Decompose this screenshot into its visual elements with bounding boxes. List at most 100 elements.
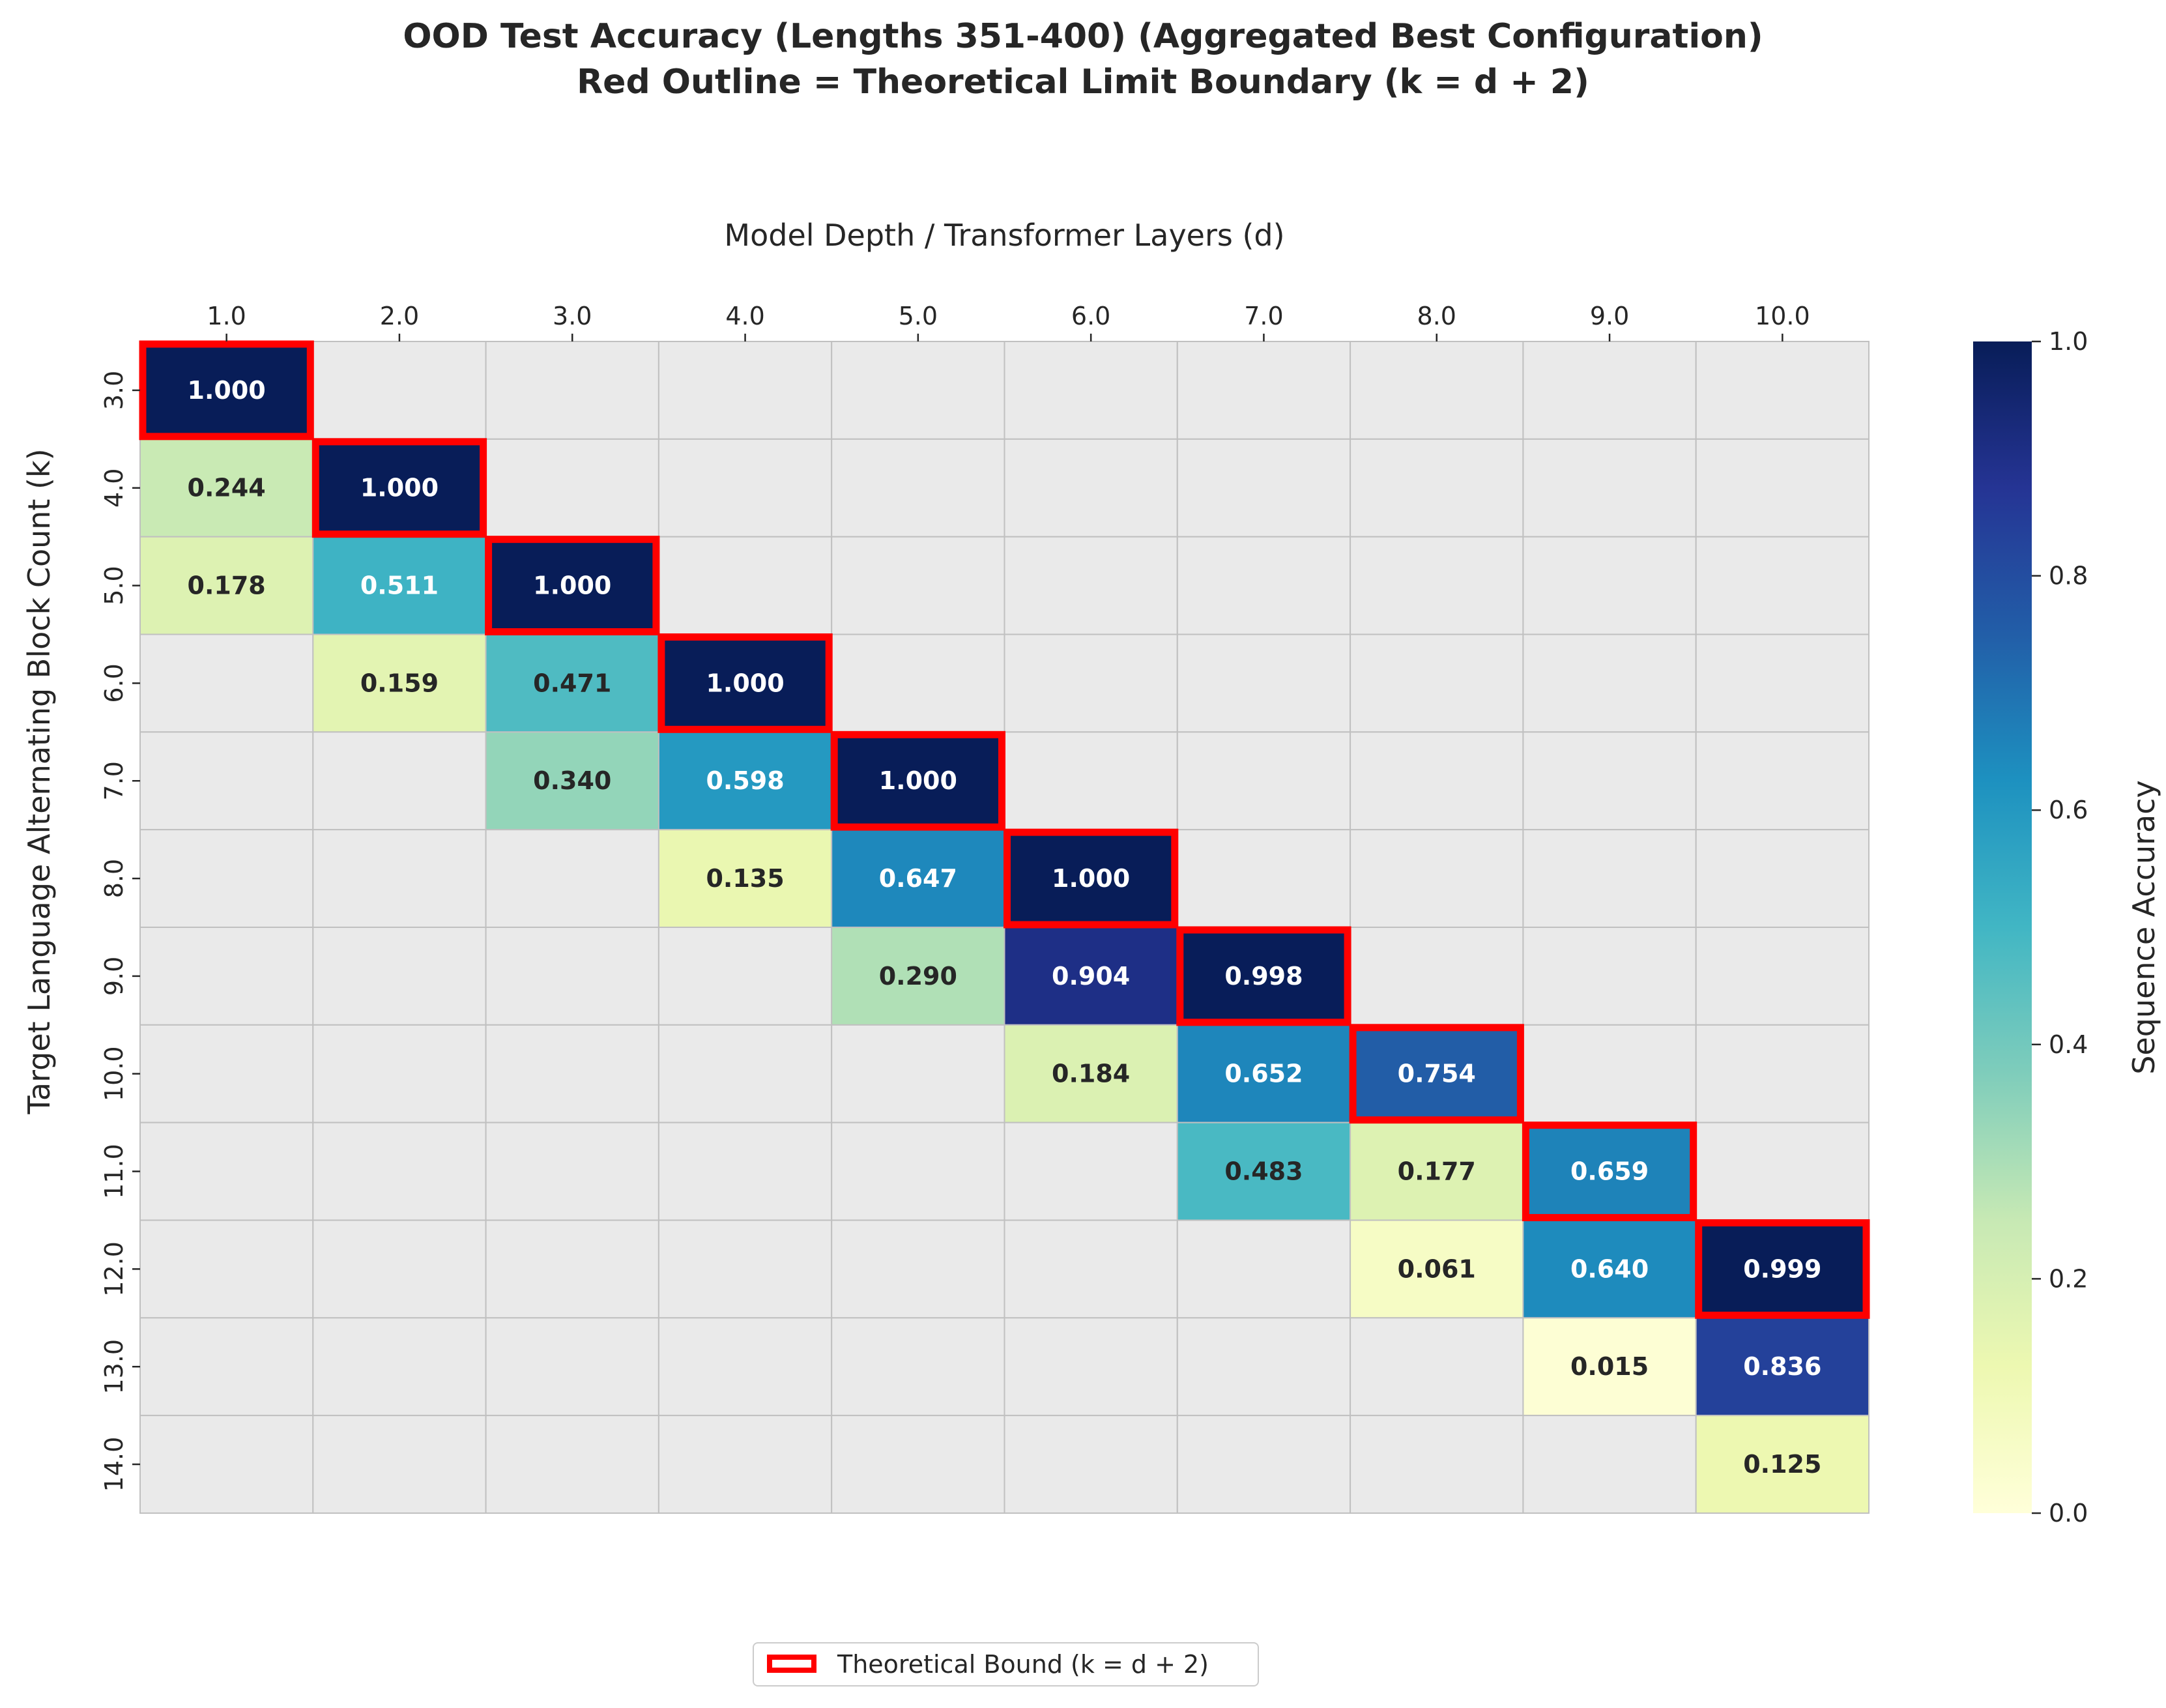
x-tick-label: 2.0 <box>380 302 419 330</box>
x-tick-label: 3.0 <box>553 302 592 330</box>
heatmap-cell <box>1004 438 1178 538</box>
heatmap-cell <box>485 1219 659 1319</box>
heatmap-cell <box>312 1024 487 1123</box>
cell-value-label: 0.754 <box>1398 1060 1476 1088</box>
bound-outline <box>1522 1122 1697 1221</box>
colorbar-label: Sequence Accuracy <box>2126 780 2161 1075</box>
heatmap-cell <box>485 829 659 928</box>
legend-label: Theoretical Bound (k = d + 2) <box>837 1650 1209 1679</box>
heatmap-cell <box>831 1317 1005 1417</box>
heatmap-cell <box>1522 1415 1697 1514</box>
colorbar-tick-label: 1.0 <box>2049 327 2088 356</box>
cell-value-label: 1.000 <box>879 766 957 795</box>
cell-value-label: 1.000 <box>188 376 266 405</box>
y-tick-label: 10.0 <box>100 1046 128 1101</box>
cell-value-label: 1.000 <box>360 474 439 502</box>
heatmap-cell <box>1695 633 1870 733</box>
heatmap-cell <box>1522 633 1697 733</box>
heatmap-cell <box>1176 1317 1351 1417</box>
heatmap-cell <box>312 1122 487 1221</box>
heatmap-cell <box>1004 1317 1178 1417</box>
heatmap-cell <box>1350 1317 1524 1417</box>
legend-swatch <box>767 1655 816 1673</box>
heatmap-cell-labels: 1.000 0.244 1.000 0.178 0.511 1.000 0.159 0.471… <box>188 376 1822 1479</box>
heatmap-cell <box>485 926 659 1026</box>
heatmap-cell <box>831 1122 1005 1221</box>
heatmap-cell <box>1004 1415 1178 1514</box>
heatmap-cell <box>1004 926 1178 1026</box>
heatmap-cell <box>139 1122 314 1221</box>
cell-value-label: 0.178 <box>188 572 266 600</box>
heatmap-cell <box>831 1024 1005 1123</box>
x-axis-label: Model Depth / Transformer Layers (d) <box>724 218 1285 253</box>
heatmap-cell <box>1522 1024 1697 1123</box>
heatmap-cell <box>1695 536 1870 635</box>
cell-value-label: 0.598 <box>706 766 784 795</box>
heatmap-cell <box>1350 1415 1524 1514</box>
heatmap-cell <box>1350 536 1524 635</box>
bound-outline <box>830 731 1005 831</box>
y-tick-label: 5.0 <box>100 566 128 605</box>
y-tick-label: 7.0 <box>100 761 128 800</box>
heatmap-cell <box>312 829 487 928</box>
heatmap-cell <box>1350 438 1524 538</box>
heatmap-cell <box>1350 1122 1524 1221</box>
heatmap-cell <box>312 1317 487 1417</box>
heatmap-cells <box>139 341 1870 1514</box>
heatmap-cell <box>1522 1219 1697 1319</box>
heatmap-cell <box>831 633 1005 733</box>
cell-value-label: 0.290 <box>879 962 957 991</box>
heatmap-cell <box>831 731 1005 831</box>
x-tick-label: 9.0 <box>1590 302 1629 330</box>
heatmap-cell <box>139 536 314 635</box>
x-tick-label: 5.0 <box>899 302 938 330</box>
y-tick-label: 4.0 <box>100 469 128 508</box>
heatmap-cell <box>1695 1415 1870 1514</box>
cell-value-label: 0.125 <box>1743 1450 1821 1479</box>
bound-outline <box>1695 1219 1870 1319</box>
heatmap-cell <box>1176 926 1351 1026</box>
y-tick-label: 14.0 <box>100 1437 128 1492</box>
heatmap-cell <box>1350 829 1524 928</box>
cell-value-label: 1.000 <box>706 669 784 697</box>
heatmap-cell <box>1695 1122 1870 1221</box>
heatmap-cell <box>657 1024 833 1123</box>
x-tick-label: 4.0 <box>725 302 764 330</box>
heatmap-cell <box>139 633 314 733</box>
heatmap-cell <box>1176 829 1351 928</box>
heatmap-cell <box>312 1219 487 1319</box>
heatmap-cell <box>657 1317 833 1417</box>
heatmap-cell <box>312 731 487 831</box>
colorbar <box>1973 341 2032 1513</box>
heatmap-cell <box>312 926 487 1026</box>
heatmap-cell <box>657 1415 833 1514</box>
y-tick-label: 13.0 <box>100 1339 128 1395</box>
cell-value-label: 0.244 <box>188 474 266 502</box>
cell-value-label: 0.904 <box>1052 962 1130 991</box>
heatmap-cell <box>657 536 833 635</box>
heatmap-cell <box>312 438 487 538</box>
heatmap-cell <box>139 829 314 928</box>
colorbar-tick-label: 0.0 <box>2049 1499 2088 1527</box>
x-tick-label: 8.0 <box>1417 302 1456 330</box>
heatmap-cell <box>831 341 1005 440</box>
cell-value-label: 1.000 <box>1052 864 1130 893</box>
heatmap-cell <box>1176 1219 1351 1319</box>
bound-outline <box>485 536 660 635</box>
y-axis-label: Target Language Alternating Block Count … <box>22 448 57 1114</box>
heatmap-cell <box>139 926 314 1026</box>
cell-value-label: 0.061 <box>1398 1254 1476 1283</box>
heatmap-cell <box>1004 633 1178 733</box>
heatmap-cell <box>139 341 314 440</box>
heatmap-cell <box>831 1219 1005 1319</box>
heatmap-cell <box>485 438 659 538</box>
heatmap-cell <box>1004 536 1178 635</box>
heatmap-cell <box>1522 536 1697 635</box>
heatmap-cell <box>1004 1122 1178 1221</box>
heatmap-cell <box>1350 341 1524 440</box>
heatmap-cell <box>657 341 833 440</box>
heatmap-cell <box>1176 438 1351 538</box>
cell-value-label: 0.511 <box>360 572 439 600</box>
heatmap-cell <box>657 438 833 538</box>
cell-value-label: 0.652 <box>1224 1060 1303 1088</box>
